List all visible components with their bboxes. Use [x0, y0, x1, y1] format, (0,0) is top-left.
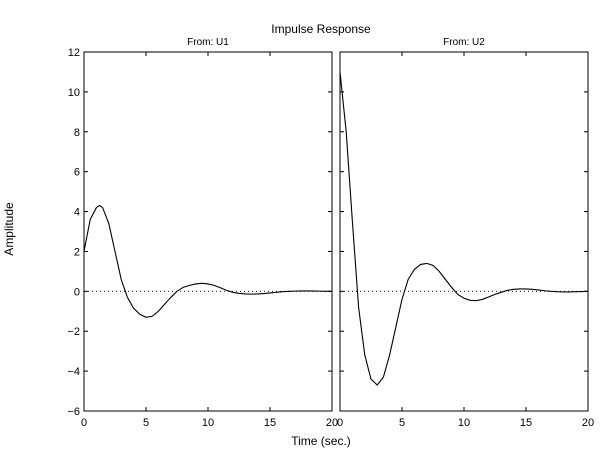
y-tick-label: 8 [74, 127, 80, 139]
panel-2: From: U2 0 5 10 15 20 [337, 37, 594, 429]
panels-group: From: U1 0 5 10 15 20 −6 −4 −2 0 2 4 6 8 10 12 From: U2 0… [67, 37, 594, 429]
plot-frame [339, 51, 589, 412]
y-tick-label: 10 [68, 87, 80, 99]
x-tick-label: 10 [458, 417, 470, 429]
y-tick-label: 2 [74, 246, 80, 258]
x-tick-label: 10 [202, 417, 214, 429]
x-tick-label: 20 [582, 417, 594, 429]
y-tick-label: 4 [74, 207, 80, 219]
x-tick-label: 0 [81, 417, 87, 429]
y-tick-label: −2 [67, 326, 80, 338]
panel-1: From: U1 0 5 10 15 20 −6 −4 −2 0 2 4 6 8 10 12 [67, 37, 338, 429]
series-line [83, 204, 332, 318]
y-tick-label: 0 [74, 286, 80, 298]
panel-subtitle: From: U2 [443, 37, 485, 48]
y-tick-label: −4 [67, 366, 80, 378]
y-axis-label: Amplitude [2, 202, 16, 256]
x-tick-label: 5 [399, 417, 405, 429]
x-tick-label: 5 [143, 417, 149, 429]
x-tick-label: 0 [337, 417, 343, 429]
chart-title: Impulse Response [271, 22, 371, 36]
panel-subtitle: From: U1 [187, 37, 229, 48]
x-tick-label: 15 [520, 417, 532, 429]
y-tick-label: 12 [68, 47, 80, 59]
x-tick-label: 15 [264, 417, 276, 429]
y-tick-label: −6 [67, 406, 80, 418]
plot-frame [83, 51, 333, 412]
y-tick-label: 6 [74, 167, 80, 179]
series-line [339, 71, 589, 386]
x-tick-label: 20 [326, 417, 338, 429]
x-axis-label: Time (sec.) [291, 434, 351, 448]
